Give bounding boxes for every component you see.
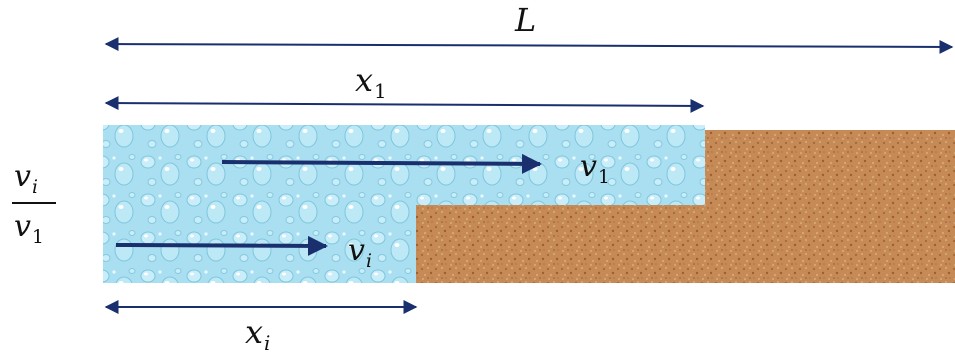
ratio-numerator: vi xyxy=(14,159,38,198)
label-front-1: x1 xyxy=(355,61,387,103)
ratio-fraction-bar xyxy=(12,202,56,204)
label-velocity-i: vi xyxy=(348,233,372,272)
ratio-denominator: v1 xyxy=(14,209,44,248)
velocity-ratio: vi v1 xyxy=(8,158,64,258)
velocity-arrow-1 xyxy=(221,153,542,174)
label-front-i: xi xyxy=(245,313,271,355)
dimension-arrow-total-length xyxy=(104,37,954,54)
sand-region xyxy=(416,130,955,283)
velocity-arrow-i xyxy=(115,235,328,256)
label-total-length: L xyxy=(515,1,537,39)
label-velocity-1: v1 xyxy=(580,149,610,188)
water-region xyxy=(103,125,705,283)
dimension-arrow-front-1 xyxy=(104,96,705,113)
